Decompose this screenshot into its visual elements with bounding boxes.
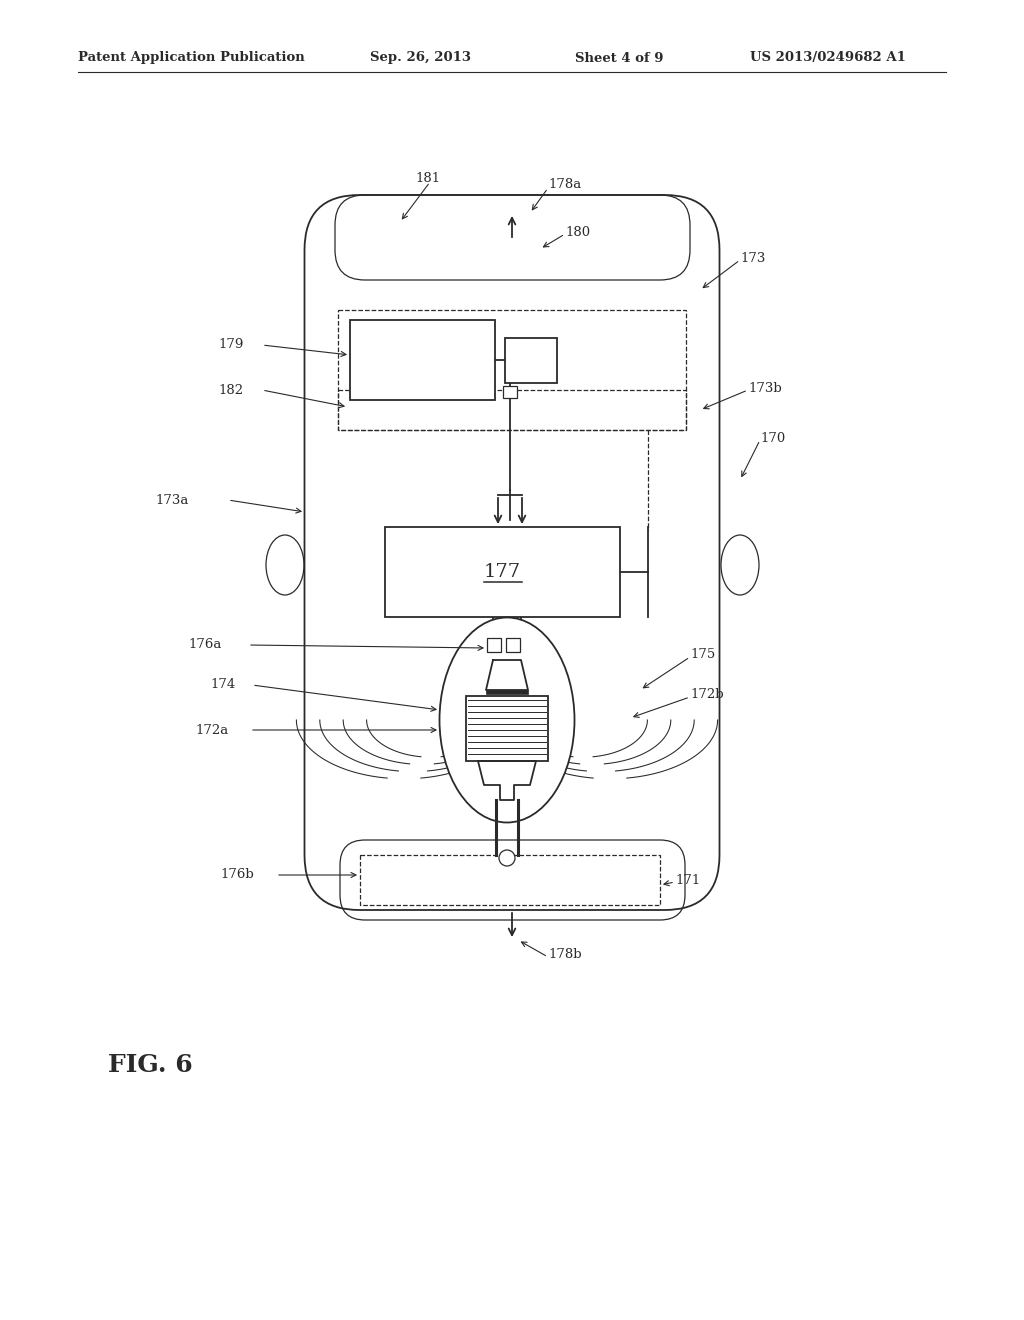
Bar [385,527,620,616]
Text: 172b: 172b [690,689,724,701]
Text: 177: 177 [483,564,520,581]
Text: 172a: 172a [195,723,228,737]
Bar [360,855,660,906]
Text: 178a: 178a [548,178,582,191]
Text: 173: 173 [740,252,765,264]
Text: 175: 175 [690,648,715,661]
Text: 181: 181 [415,172,440,185]
Bar [503,385,517,399]
Text: 178b: 178b [548,949,582,961]
Circle shape [499,850,515,866]
Text: 176a: 176a [188,639,221,652]
Text: Sheet 4 of 9: Sheet 4 of 9 [575,51,664,65]
Text: 182: 182 [218,384,243,396]
Text: 173b: 173b [748,381,781,395]
Bar [338,310,686,430]
Bar [506,638,520,652]
Text: 176b: 176b [220,869,254,882]
Bar [487,638,501,652]
Text: US 2013/0249682 A1: US 2013/0249682 A1 [750,51,906,65]
Text: Patent Application Publication: Patent Application Publication [78,51,305,65]
Bar [505,338,557,383]
Text: Sep. 26, 2013: Sep. 26, 2013 [370,51,471,65]
Text: 180: 180 [565,226,590,239]
Text: 170: 170 [760,432,785,445]
Text: 179: 179 [218,338,244,351]
Text: 174: 174 [210,678,236,692]
Bar [350,319,495,400]
Bar [466,696,548,762]
Bar [486,690,528,694]
Bar [338,389,686,430]
Text: 171: 171 [675,874,700,887]
Ellipse shape [439,618,574,822]
Text: FIG. 6: FIG. 6 [108,1053,193,1077]
Text: 173a: 173a [155,494,188,507]
